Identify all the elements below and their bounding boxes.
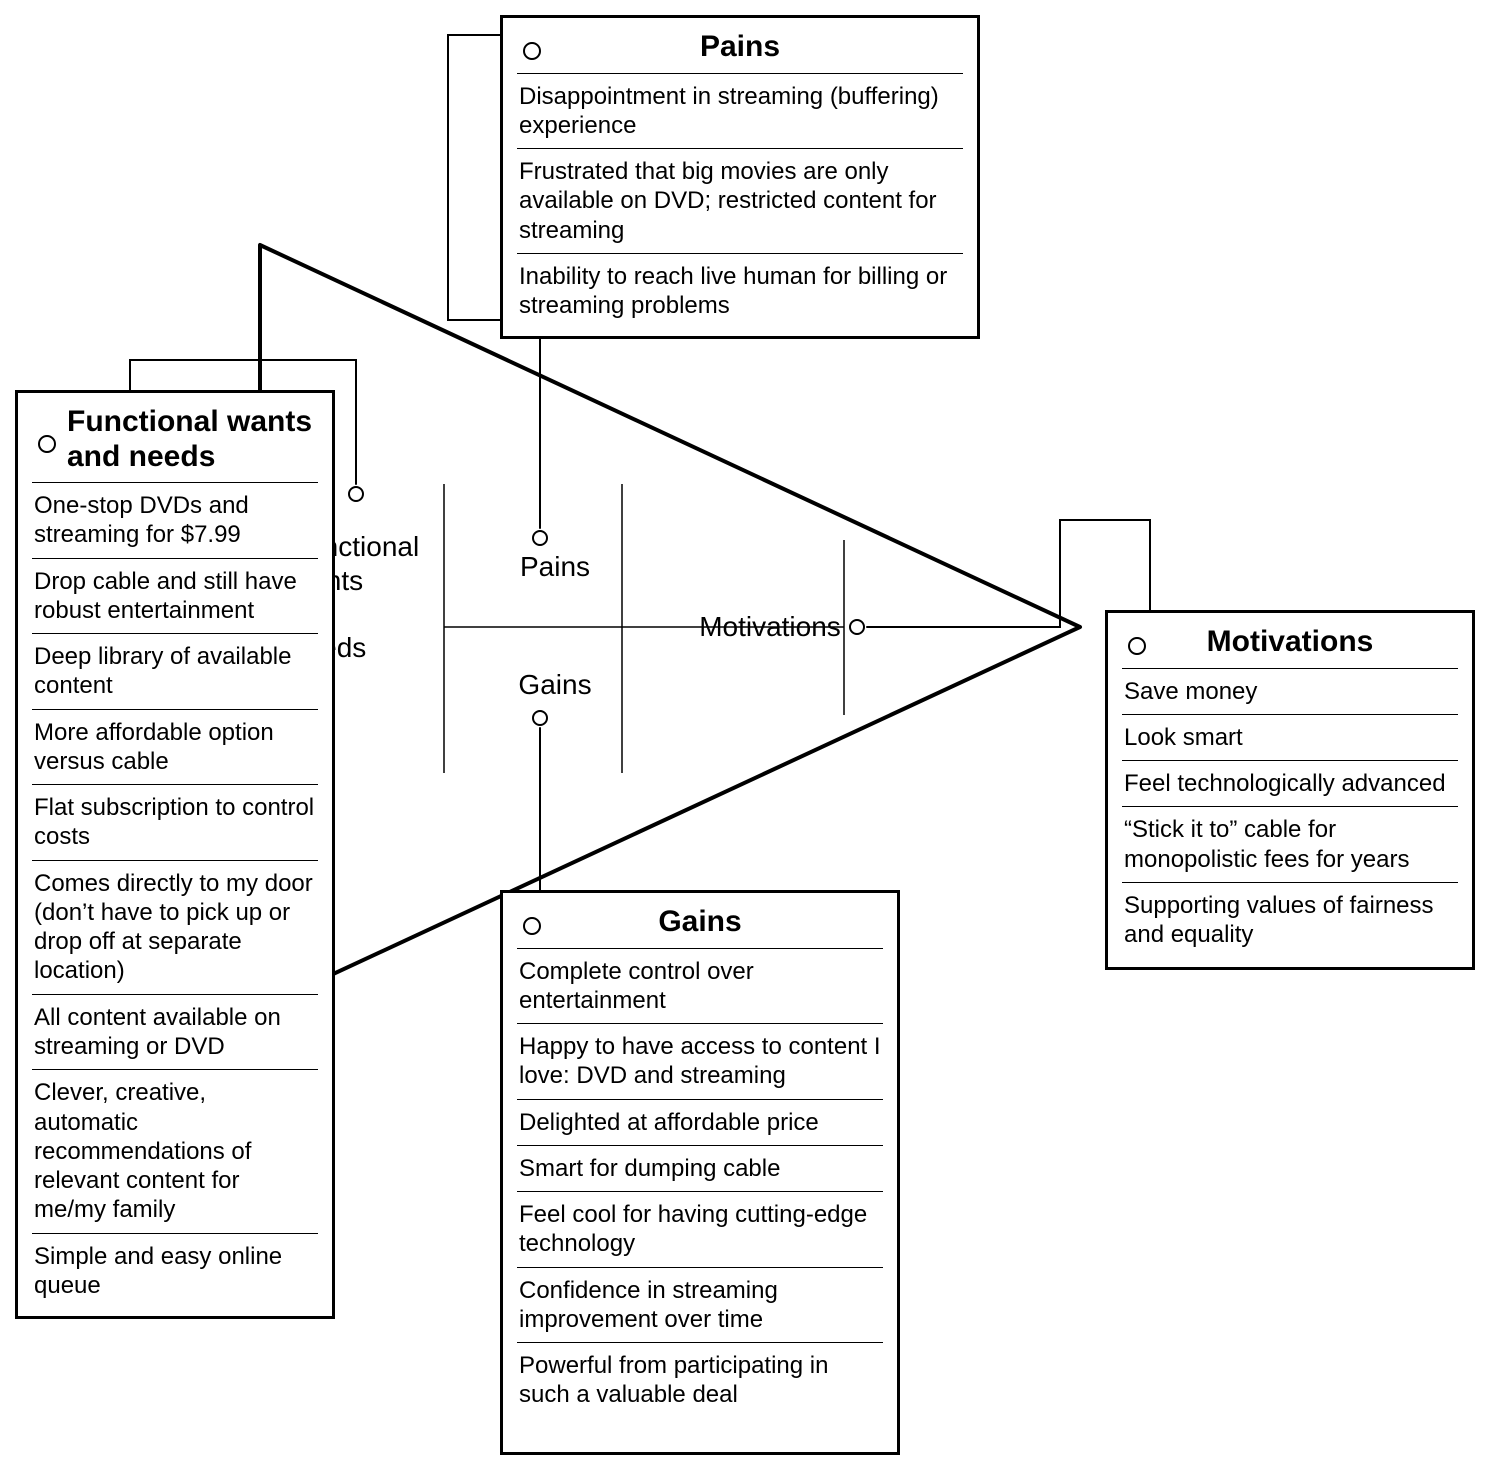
gains-item: Smart for dumping cable [517, 1146, 883, 1192]
functional-item: One-stop DVDs and streaming for $7.99 [32, 483, 318, 559]
functional-item: Simple and easy online queue [32, 1234, 318, 1309]
motivations-item: Save money [1122, 669, 1458, 715]
motivations-title: Motivations [1122, 625, 1458, 669]
pains-title-node-icon [523, 42, 541, 60]
motivations-title-node-icon [1128, 637, 1146, 655]
functional-item: Clever, creative, automatic recommendati… [32, 1070, 318, 1233]
motivations-box: Motivations Save moneyLook smartFeel tec… [1105, 610, 1475, 970]
functional-title-node-icon [38, 435, 56, 453]
functional-item: More affordable option versus cable [32, 710, 318, 786]
functional-title: Functional wants and needs [32, 405, 318, 483]
gains-item: Happy to have access to content I love: … [517, 1024, 883, 1100]
functional-item: Flat subscription to control costs [32, 785, 318, 861]
pains-item: Disappointment in streaming (buffering) … [517, 74, 963, 150]
pains-box: Pains Disappointment in streaming (buffe… [500, 15, 980, 339]
gains-title-text: Gains [658, 905, 741, 938]
gains-box: Gains Complete control over entertainmen… [500, 890, 900, 1455]
functional-box: Functional wants and needs One-stop DVDs… [15, 390, 335, 1319]
pains-item: Frustrated that big movies are only avai… [517, 149, 963, 254]
triangle-label-motivations: Motivations [690, 610, 850, 644]
functional-item: Comes directly to my door (don’t have to… [32, 861, 318, 995]
gains-item: Delighted at affordable price [517, 1100, 883, 1146]
functional-item: All content available on streaming or DV… [32, 995, 318, 1071]
triangle-label-pains: Pains [495, 550, 615, 584]
gains-item: Powerful from participating in such a va… [517, 1343, 883, 1418]
functional-title-text: Functional wants and needs [67, 405, 312, 473]
motivations-item: “Stick it to” cable for monopolistic fee… [1122, 807, 1458, 883]
gains-title-node-icon [523, 917, 541, 935]
gains-item: Complete control over entertainment [517, 949, 883, 1025]
pains-title-text: Pains [700, 30, 780, 63]
pains-title: Pains [517, 30, 963, 74]
motivations-item: Look smart [1122, 715, 1458, 761]
gains-title: Gains [517, 905, 883, 949]
triangle-label-gains: Gains [495, 668, 615, 702]
functional-item: Drop cable and still have robust enterta… [32, 559, 318, 635]
motivations-title-text: Motivations [1207, 625, 1374, 658]
functional-item: Deep library of available content [32, 634, 318, 710]
pains-item: Inability to reach live human for billin… [517, 254, 963, 329]
motivations-item: Feel technologically advanced [1122, 761, 1458, 807]
motivations-item: Supporting values of fairness and equali… [1122, 883, 1458, 958]
gains-item: Feel cool for having cutting-edge techno… [517, 1192, 883, 1268]
gains-item: Confidence in streaming improvement over… [517, 1268, 883, 1344]
